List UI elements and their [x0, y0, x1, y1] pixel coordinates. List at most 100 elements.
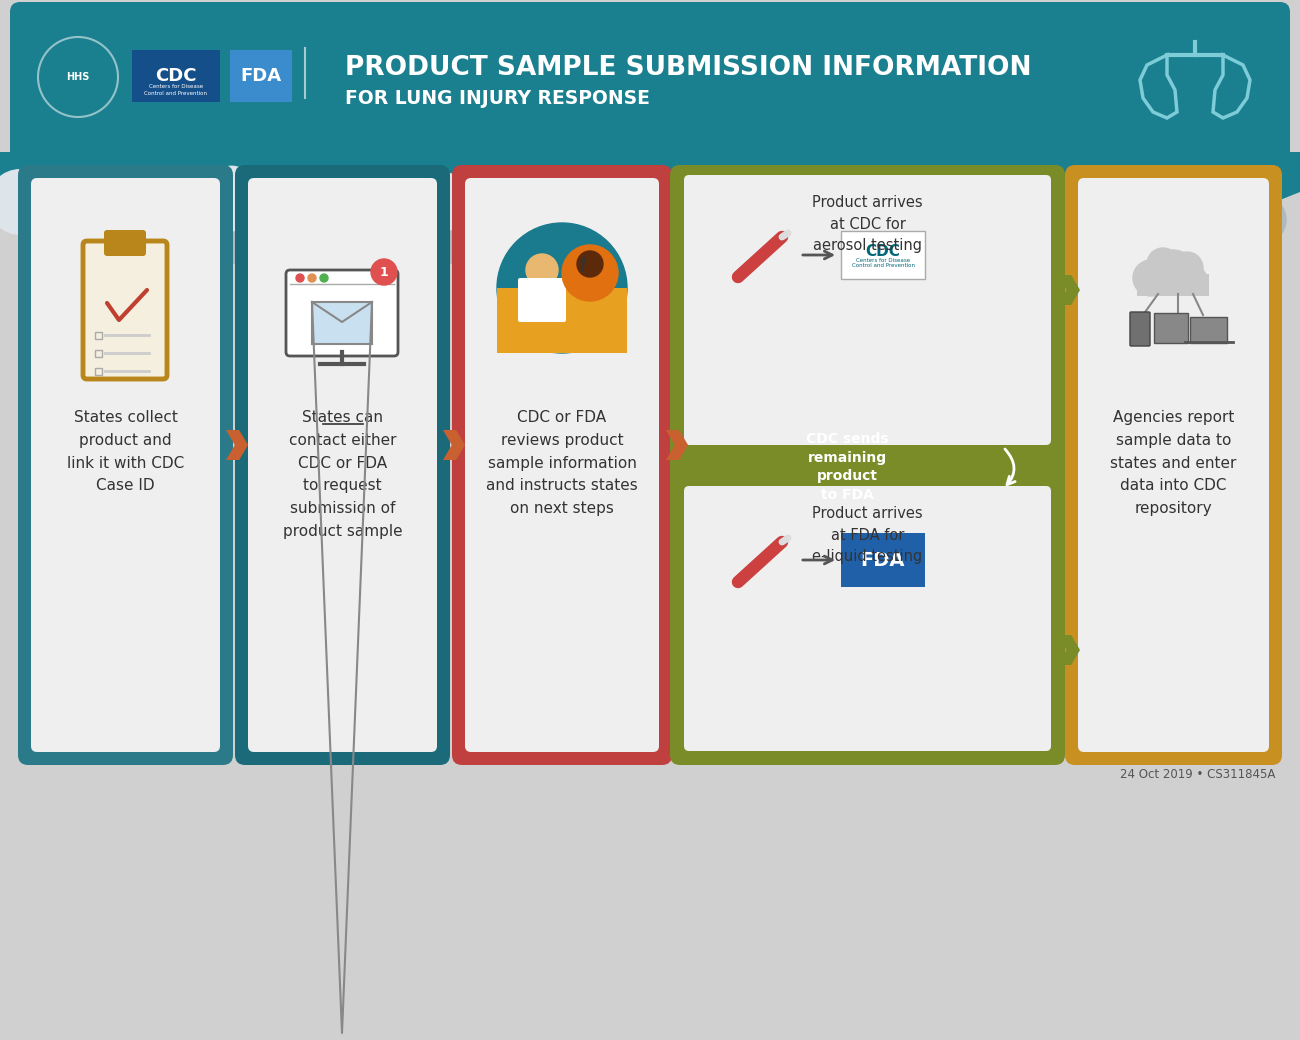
Circle shape	[208, 166, 255, 214]
Polygon shape	[0, 172, 1300, 220]
Circle shape	[524, 199, 573, 249]
FancyBboxPatch shape	[286, 270, 398, 356]
Text: Agencies report
sample data to
states and enter
data into CDC
repository: Agencies report sample data to states an…	[1110, 410, 1236, 516]
Circle shape	[1135, 180, 1180, 226]
Text: CDC: CDC	[866, 243, 901, 259]
Circle shape	[443, 182, 481, 219]
Circle shape	[905, 199, 954, 249]
Circle shape	[1179, 266, 1206, 294]
Circle shape	[220, 179, 274, 233]
Text: 1: 1	[380, 265, 389, 279]
Circle shape	[1095, 199, 1144, 249]
Circle shape	[777, 166, 826, 214]
Circle shape	[320, 274, 328, 282]
FancyBboxPatch shape	[465, 178, 659, 752]
FancyBboxPatch shape	[1078, 178, 1269, 752]
Circle shape	[144, 199, 194, 249]
Circle shape	[254, 192, 324, 263]
Circle shape	[463, 184, 516, 237]
Circle shape	[488, 196, 536, 244]
Circle shape	[20, 180, 103, 264]
Circle shape	[1171, 252, 1202, 284]
Polygon shape	[497, 288, 627, 353]
Circle shape	[153, 172, 207, 226]
Circle shape	[998, 176, 1060, 237]
Text: HHS: HHS	[66, 72, 90, 82]
Circle shape	[389, 190, 433, 234]
FancyBboxPatch shape	[83, 241, 166, 379]
FancyBboxPatch shape	[18, 165, 233, 765]
Circle shape	[74, 192, 144, 263]
Circle shape	[64, 182, 101, 219]
Circle shape	[633, 192, 705, 263]
Polygon shape	[666, 430, 688, 460]
Circle shape	[298, 196, 346, 244]
Text: CDC sends
remaining
product
to FDA: CDC sends remaining product to FDA	[806, 433, 889, 501]
Polygon shape	[1058, 275, 1080, 305]
Circle shape	[370, 259, 396, 285]
Circle shape	[939, 170, 1002, 234]
Circle shape	[588, 166, 636, 214]
Circle shape	[273, 184, 326, 237]
FancyBboxPatch shape	[31, 178, 220, 752]
Text: 24 Oct 2019 • CS311845A: 24 Oct 2019 • CS311845A	[1119, 768, 1275, 781]
Circle shape	[564, 180, 610, 226]
Circle shape	[334, 199, 384, 249]
Text: CDC: CDC	[155, 67, 196, 85]
Circle shape	[1034, 184, 1087, 237]
Circle shape	[633, 182, 671, 219]
Text: Centers for Disease
Control and Prevention: Centers for Disease Control and Preventi…	[144, 84, 208, 96]
Text: Product arrives
at CDC for
aerosol testing: Product arrives at CDC for aerosol testi…	[812, 196, 923, 253]
Circle shape	[0, 170, 52, 234]
Text: CDC or FDA
reviews product
sample information
and instructs states
on next steps: CDC or FDA reviews product sample inform…	[486, 410, 638, 516]
Circle shape	[117, 196, 166, 244]
Circle shape	[168, 186, 228, 248]
Circle shape	[580, 180, 663, 264]
Circle shape	[1149, 190, 1193, 234]
Circle shape	[443, 192, 514, 263]
Circle shape	[185, 180, 230, 226]
Circle shape	[47, 207, 104, 264]
Circle shape	[1204, 182, 1241, 219]
Circle shape	[254, 182, 291, 219]
Circle shape	[58, 176, 120, 237]
Circle shape	[390, 180, 473, 264]
Text: FDA: FDA	[240, 67, 282, 85]
Circle shape	[867, 196, 916, 244]
Circle shape	[599, 179, 654, 233]
Circle shape	[824, 182, 861, 219]
Circle shape	[417, 207, 474, 264]
Circle shape	[526, 254, 558, 286]
Circle shape	[737, 186, 798, 248]
Circle shape	[296, 274, 304, 282]
Circle shape	[987, 207, 1044, 264]
FancyBboxPatch shape	[133, 50, 220, 102]
Circle shape	[585, 189, 627, 231]
Circle shape	[770, 190, 814, 234]
FancyBboxPatch shape	[1130, 312, 1150, 346]
Circle shape	[844, 184, 896, 237]
FancyBboxPatch shape	[1154, 313, 1188, 343]
FancyBboxPatch shape	[841, 532, 926, 587]
Circle shape	[914, 172, 967, 226]
Circle shape	[797, 207, 854, 264]
Circle shape	[200, 180, 283, 264]
Circle shape	[1193, 192, 1264, 263]
Circle shape	[311, 176, 384, 249]
Circle shape	[607, 207, 664, 264]
Circle shape	[94, 184, 146, 237]
Circle shape	[428, 176, 490, 237]
Circle shape	[724, 172, 777, 226]
Circle shape	[1058, 196, 1106, 244]
Circle shape	[1158, 166, 1205, 214]
Text: Centers for Disease
Control and Prevention: Centers for Disease Control and Preventi…	[852, 258, 914, 268]
Circle shape	[615, 173, 655, 214]
Circle shape	[227, 207, 285, 264]
FancyBboxPatch shape	[1065, 165, 1282, 765]
Circle shape	[677, 196, 725, 244]
Circle shape	[308, 274, 316, 282]
FancyArrowPatch shape	[1005, 449, 1015, 485]
Text: FOR LUNG INJURY RESPONSE: FOR LUNG INJURY RESPONSE	[344, 88, 650, 107]
Circle shape	[1184, 173, 1226, 214]
Polygon shape	[1058, 635, 1080, 665]
